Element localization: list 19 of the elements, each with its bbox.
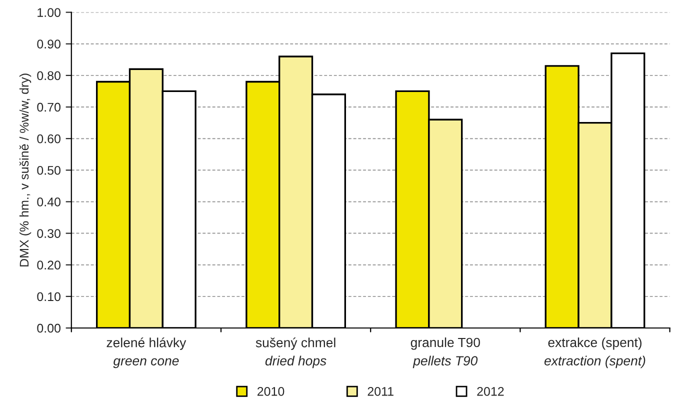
y-tick-label: 0.10 — [37, 292, 60, 302]
y-tick-label: 0.80 — [37, 71, 60, 80]
y-tick-label: 0.00 — [37, 324, 60, 333]
legend-label: 2010 — [257, 387, 284, 396]
y-tick-label: 0.50 — [37, 166, 60, 175]
y-tick-label: 0.60 — [37, 134, 60, 144]
x-tick-label: zelené hlávky green cone — [106, 337, 186, 368]
x-tick-label: granule T90 pellets T90 — [410, 337, 480, 368]
x-tick-label: sušený chmel dried hops — [256, 337, 336, 368]
y-tick-label: 0.40 — [37, 198, 60, 206]
legend-label: 2012 — [477, 387, 504, 396]
y-tick-label: 0.90 — [37, 40, 60, 49]
y-axis-title: DMX (% hm., v sušině / %w/w, dry) — [19, 74, 32, 266]
x-tick-label: extrakce (spent) extraction (spent) — [544, 337, 646, 368]
y-tick-label: 1.00 — [38, 8, 60, 17]
y-tick-label: 0.30 — [37, 229, 60, 238]
legend-label: 2011 — [368, 387, 394, 396]
y-tick-label: 0.70 — [37, 102, 60, 112]
y-tick-label: 0.20 — [37, 260, 60, 270]
